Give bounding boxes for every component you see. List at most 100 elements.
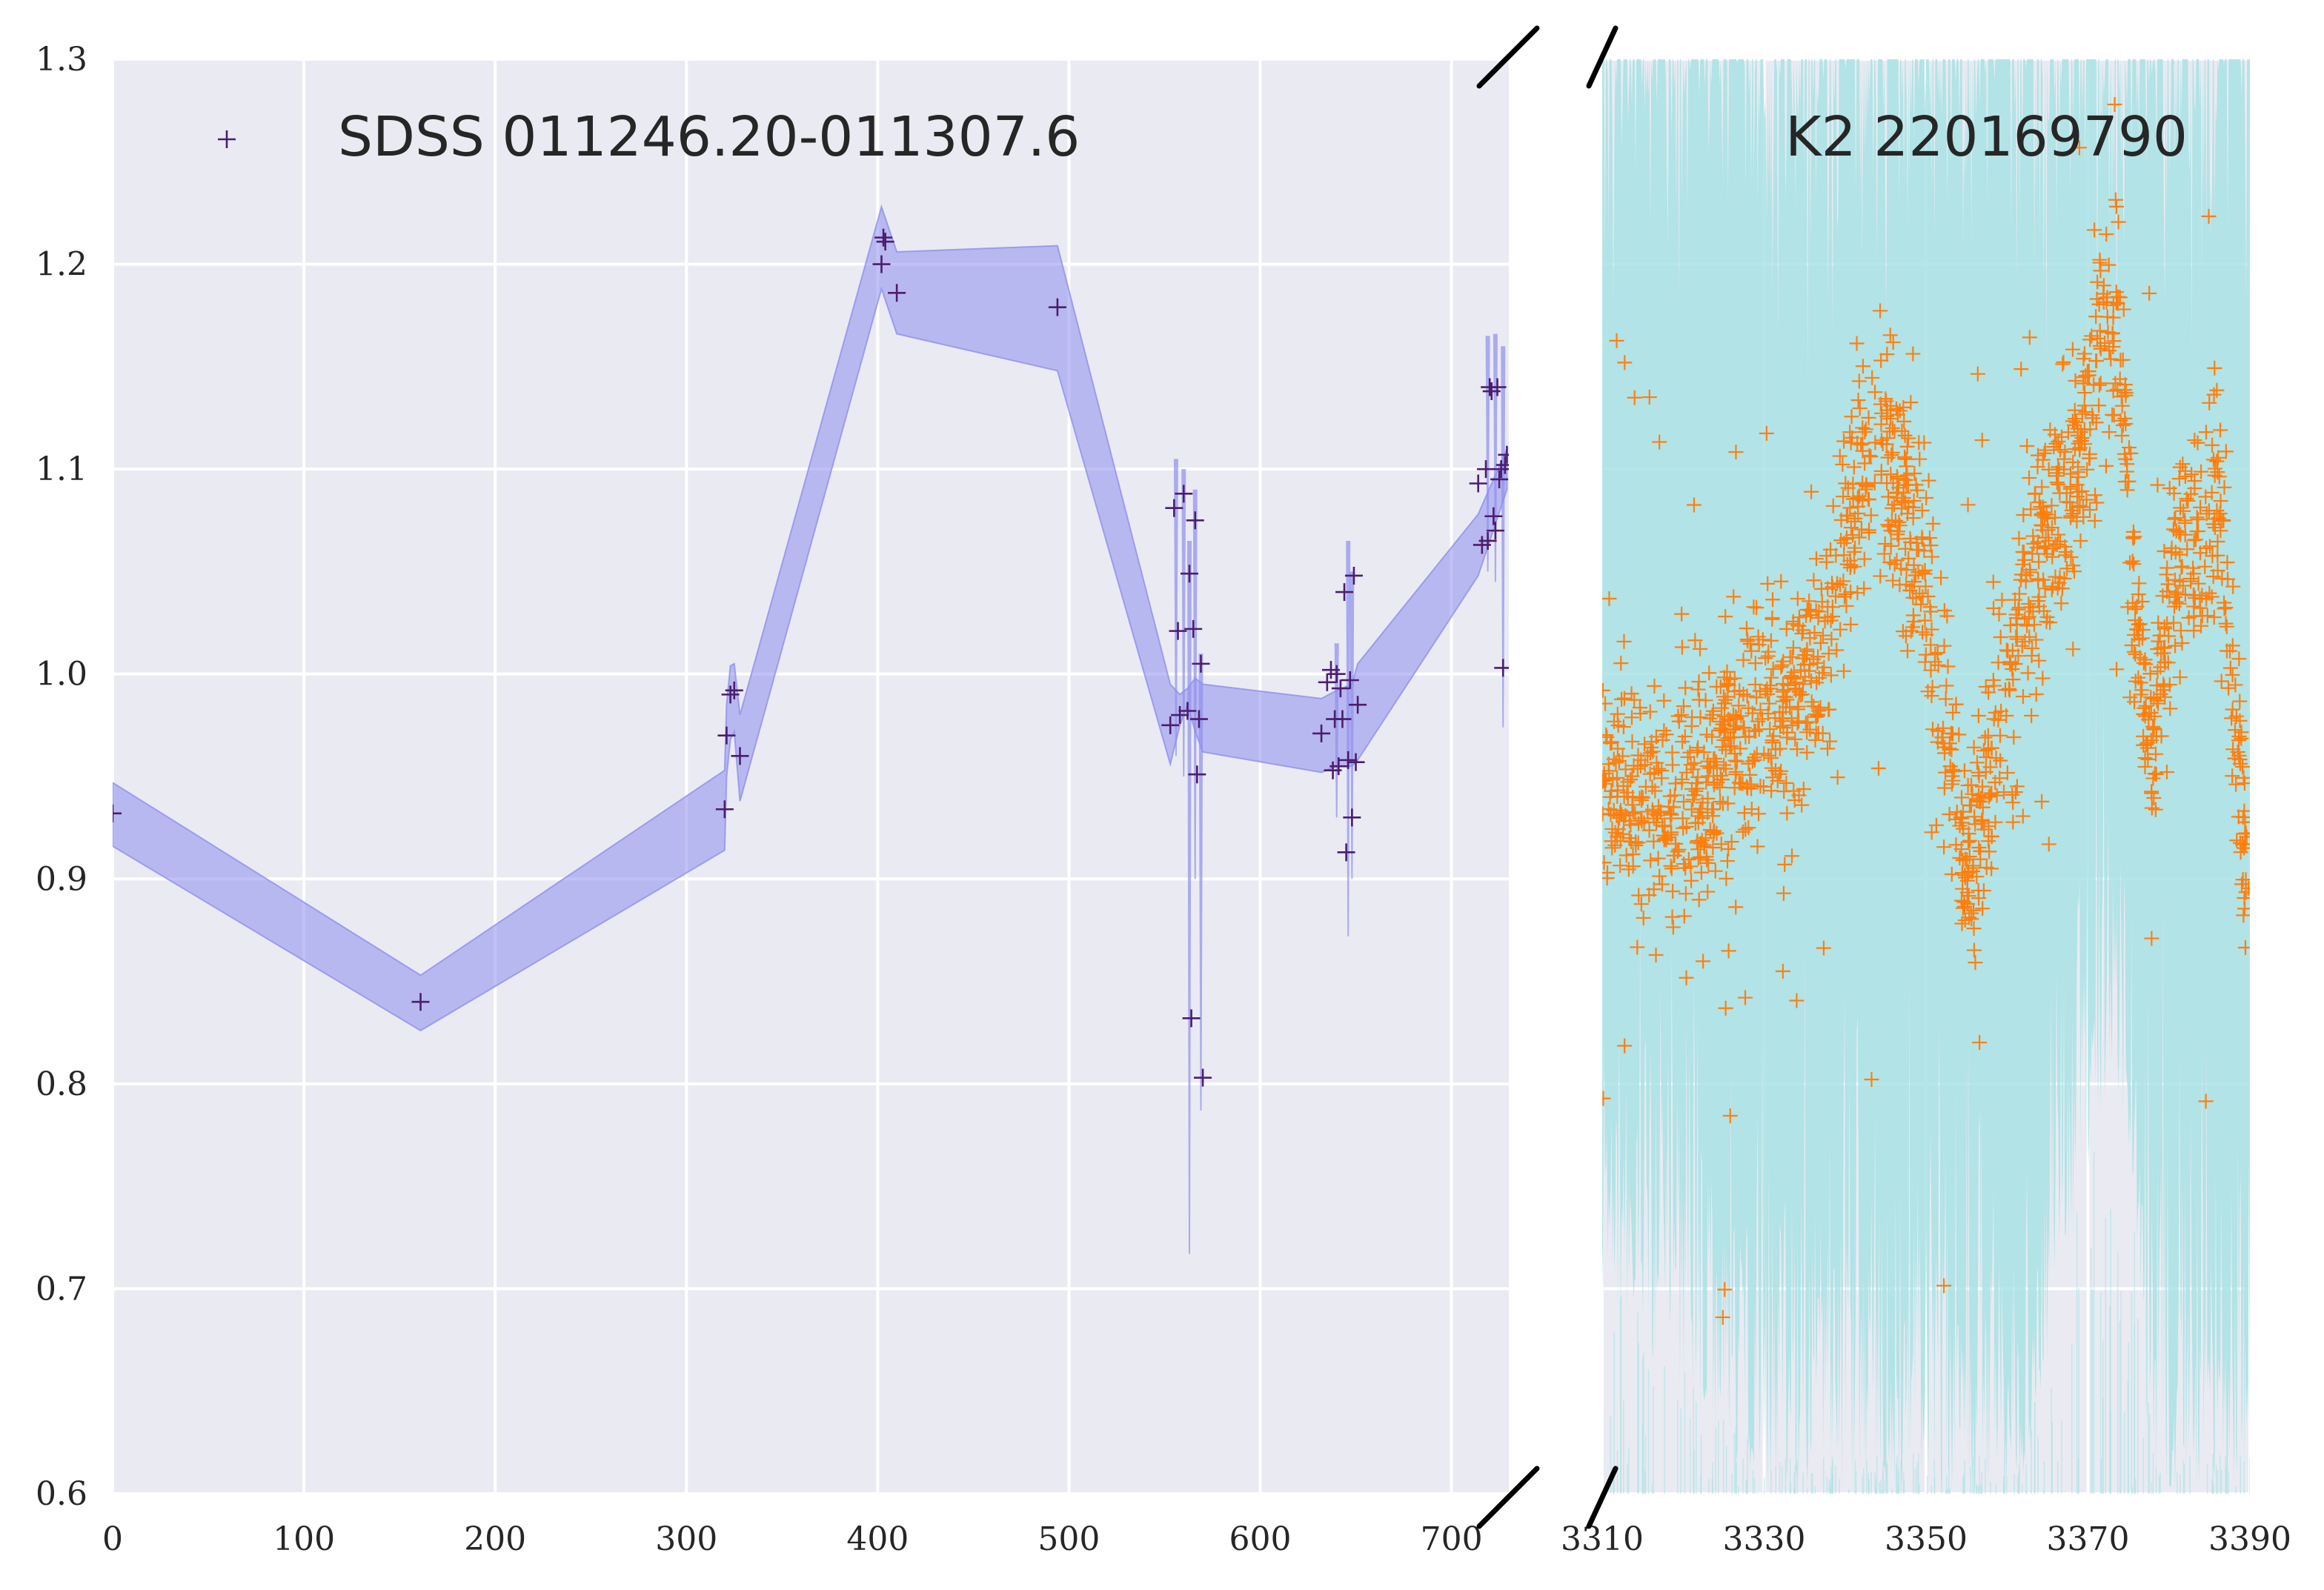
k2-data-point xyxy=(2170,587,2185,602)
sdss-data-points xyxy=(113,228,1509,1087)
k2-data-point xyxy=(2056,571,2072,586)
k2-data-point xyxy=(2089,495,2105,510)
sdss-data-point xyxy=(721,685,740,704)
sdss-data-point xyxy=(1477,460,1495,479)
k2-data-point xyxy=(1607,713,1622,729)
k2-data-point xyxy=(1960,497,1976,513)
k2-data-point xyxy=(1779,730,1795,745)
k2-data-point xyxy=(1828,548,1844,563)
sdss-data-point xyxy=(1331,679,1349,698)
k2-data-point xyxy=(1919,490,1934,506)
sdss-data-point xyxy=(1161,716,1180,734)
k2-data-point xyxy=(1907,466,1922,482)
k2-data-point xyxy=(1858,422,1873,437)
k2-data-point xyxy=(2133,687,2148,702)
k2-data-point xyxy=(2116,446,2132,462)
k2-data-point xyxy=(1824,631,1839,647)
k2-data-point xyxy=(2087,513,2102,528)
k2-data-point xyxy=(2168,545,2183,560)
k2-data-point xyxy=(2168,594,2184,610)
k2-data-point xyxy=(1799,642,1815,657)
k2-data-point xyxy=(1794,626,1810,642)
k2-data-point xyxy=(2228,708,2244,724)
k2-data-point xyxy=(1705,808,1721,824)
k2-data-point xyxy=(2064,502,2079,518)
k2-data-point xyxy=(1688,783,1704,799)
k2-data-point xyxy=(2209,382,2225,398)
k2-data-point xyxy=(1749,600,1764,616)
k2-data-point xyxy=(2054,581,2070,596)
k2-data-point xyxy=(1715,772,1730,788)
sdss-panel: 0 100 200 300 400 500 600 700 0.6 0.7 0.8 0.9 1.0 1.… xyxy=(36,41,1509,1558)
k2-data-point xyxy=(1716,670,1732,685)
sdss-data-point xyxy=(1048,298,1066,316)
k2-data-point xyxy=(1650,851,1666,866)
k2-data-point xyxy=(2105,297,2121,313)
k2-data-point xyxy=(1637,757,1653,773)
k2-data-point xyxy=(2210,534,2225,550)
k2-data-point xyxy=(1742,767,1758,782)
k2-data-point xyxy=(1784,669,1799,685)
k2-data-point xyxy=(1641,390,1657,405)
k2-data-point xyxy=(2027,617,2042,633)
k2-data-point xyxy=(1993,630,2008,645)
k2-data-point xyxy=(1718,1000,1733,1016)
k2-data-point xyxy=(1796,676,1811,692)
k2-data-point xyxy=(1704,707,1720,722)
k2-data-point xyxy=(1738,990,1753,1005)
k2-data-point xyxy=(1602,1091,1611,1106)
k2-data-point xyxy=(1652,868,1667,884)
k2-data-point xyxy=(2022,330,2037,345)
k2-data-point xyxy=(1864,1072,1879,1088)
k2-data-point xyxy=(1975,779,1991,794)
k2-data-point xyxy=(2125,595,2140,611)
k2-data-point xyxy=(2074,406,2090,422)
k2-data-point xyxy=(2022,629,2037,645)
k2-data-point xyxy=(2031,573,2046,588)
k2-data-point xyxy=(1618,848,1634,863)
sdss-band-spike xyxy=(1181,469,1186,776)
k2-data-point xyxy=(1736,720,1752,736)
k2-data-point xyxy=(1957,913,1973,928)
k2-data-point xyxy=(1665,883,1681,899)
k2-data-point xyxy=(1985,672,2001,688)
k2-data-point xyxy=(1873,353,1889,368)
k2-data-point xyxy=(2159,560,2175,576)
k2-data-point xyxy=(2073,425,2088,440)
k2-data-point xyxy=(2062,495,2078,510)
k2-data-point xyxy=(2122,690,2138,705)
k2-data-point xyxy=(2126,556,2142,572)
k2-data-point xyxy=(1813,581,1829,596)
k2-data-point xyxy=(2034,506,2049,522)
k2-data-point xyxy=(1785,640,1801,656)
k2-data-point xyxy=(1889,553,1905,568)
sdss-axes-background xyxy=(113,59,1509,1494)
k2-data-point xyxy=(2057,539,2073,555)
k2-data-point xyxy=(1863,449,1879,465)
k2-data-point xyxy=(1646,834,1661,849)
sdss-data-point xyxy=(1194,1068,1212,1087)
k2-data-point xyxy=(2134,631,2150,646)
k2-data-point xyxy=(2136,655,2151,671)
k2-data-point xyxy=(1976,743,1991,759)
k2-data-point xyxy=(1765,592,1781,608)
k2-data-point xyxy=(1610,770,1625,785)
sdss-data-point xyxy=(1343,808,1361,827)
k2-data-point xyxy=(1917,613,1933,628)
k2-data-point xyxy=(2199,506,2214,522)
k2-data-point xyxy=(2148,802,2163,817)
k2-data-point xyxy=(1733,741,1748,756)
k2-data-point xyxy=(1836,663,1852,679)
k2-data-point xyxy=(1853,522,1869,537)
k2-data-point xyxy=(1791,685,1807,700)
k2-data-point xyxy=(2171,596,2187,611)
k2-data-point xyxy=(1693,865,1709,880)
k2-data-point xyxy=(1820,741,1836,756)
k2-data-point xyxy=(2218,600,2234,616)
k2-data-point xyxy=(1722,671,1738,687)
k2-data-point xyxy=(1686,497,1702,513)
k2-data-point xyxy=(1687,633,1703,648)
k2-data-point xyxy=(1925,722,1941,737)
k2-data-point xyxy=(1825,498,1841,513)
k2-data-point xyxy=(1930,645,1945,660)
